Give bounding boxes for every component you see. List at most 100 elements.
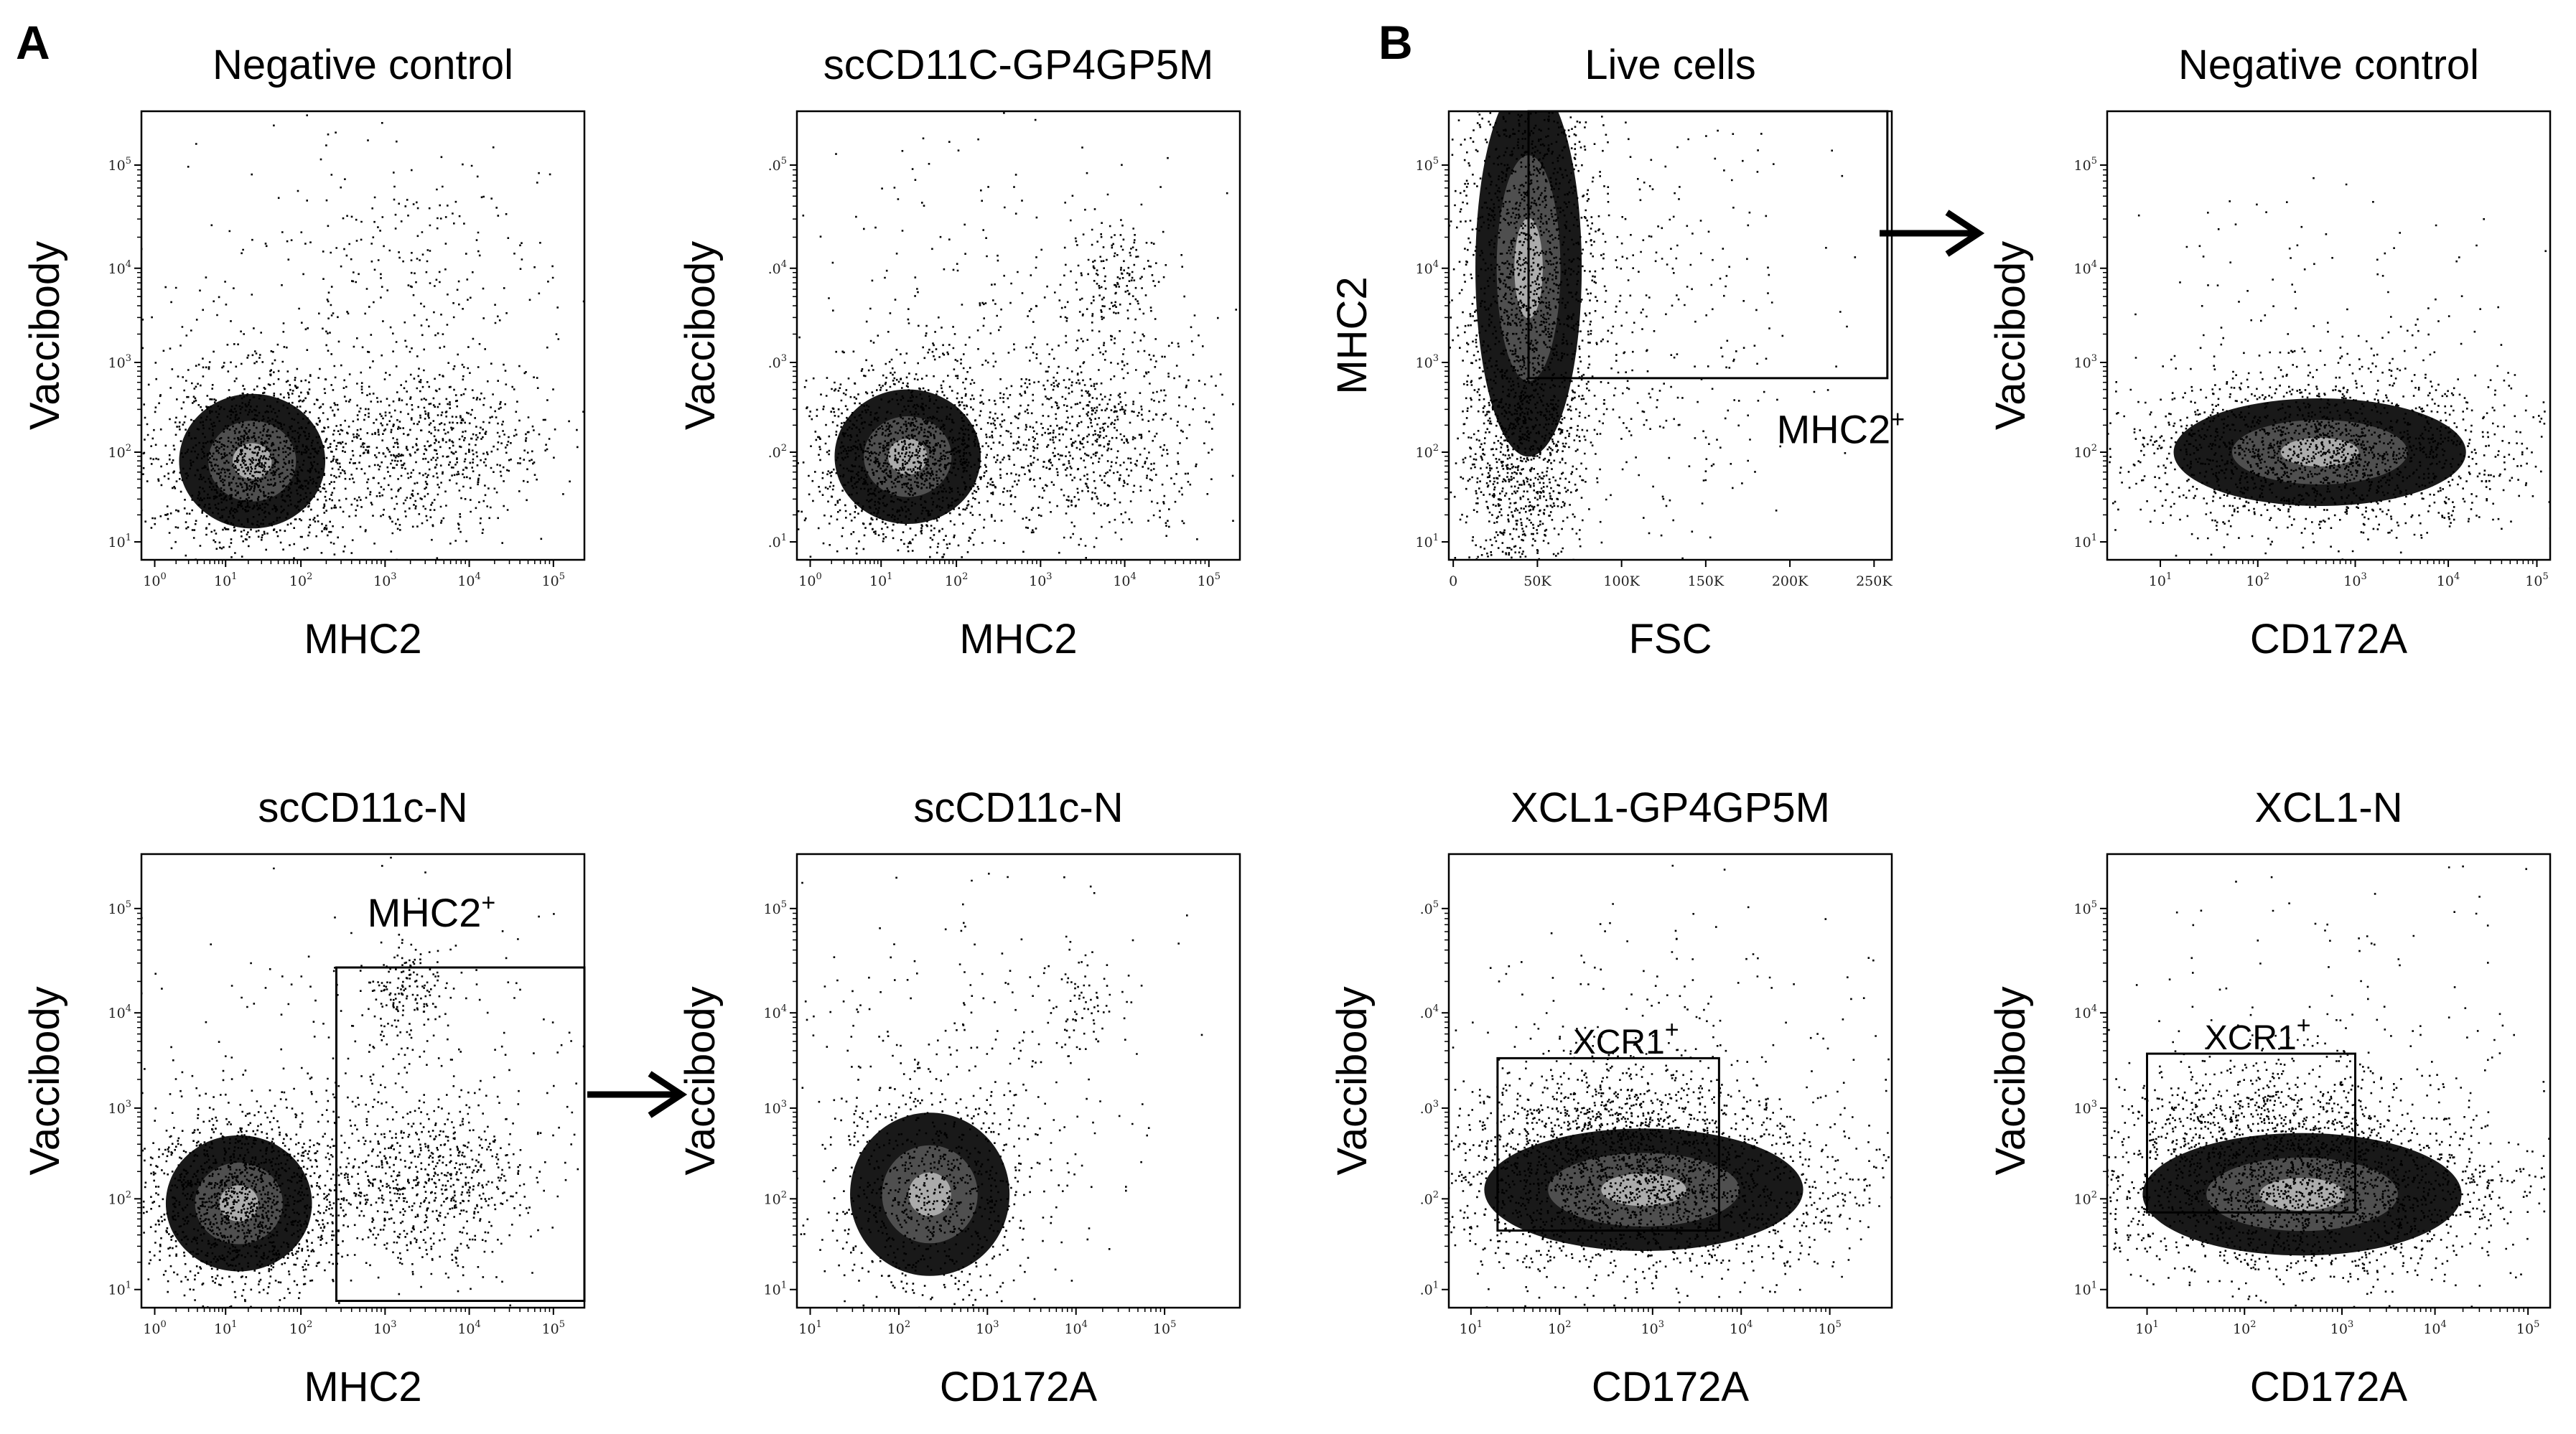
x-tick-label-b3-4: 105	[1818, 1319, 1841, 1337]
tick-exponent: 5	[126, 899, 131, 910]
chart-title-a1: Negative control	[213, 42, 513, 88]
tick-exponent: 1	[2166, 571, 2172, 582]
y-tick-label-a3-3: 104	[108, 1003, 131, 1021]
gate-label-a3: MHC2+	[368, 889, 496, 935]
tick-exponent: 5	[1433, 156, 1439, 167]
population-a2-0	[797, 317, 1119, 558]
tick-exponent: 4	[1433, 1003, 1439, 1014]
tick-exponent: 5	[781, 899, 787, 910]
event-dots	[1047, 941, 1133, 1049]
tick-exponent: 3	[126, 1099, 131, 1110]
x-tick-label-a2-4: 104	[1113, 571, 1136, 589]
y-tick-label-b3-0: .01	[1420, 1280, 1439, 1298]
plot-b1: Live cells FSC MHC2 0 50K 100K 150K 200K 250K 101…	[1329, 42, 1905, 662]
tick-exponent: 2	[781, 1189, 787, 1200]
chart-title-b4: XCL1-N	[2254, 784, 2402, 831]
tick-exponent: 2	[1433, 443, 1439, 454]
tick-exponent: 1	[2152, 1319, 2158, 1330]
tick-exponent: 1	[231, 1319, 237, 1330]
tick-exponent: 3	[1433, 1099, 1439, 1110]
tick-exponent: 3	[126, 353, 131, 364]
tick-exponent: 2	[2091, 1189, 2097, 1200]
population-b3-2	[1452, 864, 1892, 1298]
y-tick-label-a1-3: 104	[108, 259, 131, 277]
population-a3-2	[141, 856, 584, 1294]
event-dots	[1035, 193, 1183, 345]
tick-exponent: 1	[1477, 1319, 1483, 1330]
y-tick-label-b1-3: 104	[1416, 259, 1439, 277]
x-tick-label-b3-3: 104	[1730, 1319, 1753, 1337]
y-tick-label-a4-0: 101	[764, 1280, 787, 1298]
tick-exponent: 5	[2534, 1319, 2539, 1330]
event-dots	[802, 112, 1240, 553]
tick-exponent: 2	[307, 1319, 312, 1330]
event-dots	[2115, 865, 2550, 1308]
tick-exponent: 5	[126, 156, 131, 167]
event-dots	[251, 131, 541, 380]
event-dots	[141, 856, 584, 1294]
x-axis-label-b4: CD172A	[2250, 1364, 2408, 1410]
x-tick-label-b4-2: 103	[2330, 1319, 2353, 1337]
gate-arrow-b1-to-b2	[1880, 210, 1985, 257]
tick-exponent: 4	[2091, 1003, 2097, 1014]
tick-exponent: 1	[126, 533, 131, 543]
tick-exponent: 5	[781, 156, 787, 167]
y-tick-label-a1-1: 102	[108, 443, 131, 461]
event-dots	[1450, 263, 1605, 560]
tick-exponent: 1	[1433, 1280, 1439, 1291]
y-tick-label-b3-2: .03	[1420, 1099, 1439, 1117]
population-b1-2	[1449, 116, 1857, 560]
tick-exponent: 1	[781, 1280, 787, 1291]
tick-exponent: 4	[2454, 571, 2460, 582]
x-tick-label-a4-3: 104	[1064, 1319, 1087, 1337]
x-tick-label-a1-2: 102	[289, 571, 312, 589]
tick-exponent: 5	[1215, 571, 1221, 582]
tick-exponent: 5	[1170, 1319, 1176, 1330]
y-tick-label-a3-2: 103	[108, 1099, 131, 1117]
gate-label-sup: +	[1665, 1016, 1679, 1044]
population-b2-0	[2107, 330, 2550, 557]
x-tick-label-b3-2: 103	[1641, 1319, 1664, 1337]
tick-exponent: 2	[2250, 1319, 2256, 1330]
population-a4-1	[797, 873, 1203, 1291]
population-a4-0	[797, 1024, 1101, 1308]
tick-exponent: 3	[1433, 353, 1439, 364]
gate-label-sup: +	[1890, 406, 1905, 434]
tick-exponent: 2	[1433, 1189, 1439, 1200]
gate-label-b4: XCR1+	[2205, 1012, 2311, 1057]
event-dots	[1449, 1051, 1890, 1308]
y-tick-label-a1-4: 105	[108, 156, 131, 174]
x-tick-label-a3-3: 103	[373, 1319, 396, 1337]
event-cloud-a4	[797, 873, 1203, 1308]
y-tick-label-b4-3: 104	[2074, 1003, 2097, 1021]
tick-exponent: 1	[1433, 533, 1439, 543]
tick-exponent: 4	[126, 1003, 131, 1014]
tick-exponent: 4	[781, 1003, 787, 1014]
y-tick-label-a4-1: 102	[764, 1189, 787, 1207]
x-tick-label-a1-4: 104	[457, 571, 480, 589]
event-cloud-b4	[2107, 865, 2550, 1308]
plot-a4: scCD11c-N CD172A Vaccibody 101 102 103 104 105 1…	[677, 784, 1241, 1410]
tick-exponent: 0	[160, 571, 166, 582]
gate-rect-b1	[1527, 110, 1889, 380]
chart-title-b1: Live cells	[1585, 42, 1756, 88]
tick-exponent: 0	[160, 1319, 166, 1330]
population-a1-1	[230, 312, 584, 560]
chart-title-b3: XCL1-GP4GP5M	[1511, 784, 1830, 831]
tick-exponent: 1	[781, 533, 787, 543]
event-dots	[1449, 116, 1857, 560]
gate-label-sup: +	[2297, 1012, 2311, 1039]
y-tick-label-b2-0: 101	[2074, 533, 2097, 550]
y-tick-label-a1-2: 103	[108, 353, 131, 371]
y-tick-label-b1-0: 101	[1416, 533, 1439, 550]
x-tick-label-b4-3: 104	[2423, 1319, 2446, 1337]
panel-letter-b: B	[1378, 16, 1413, 69]
event-cloud-a1	[141, 114, 584, 560]
chart-title-a3: scCD11c-N	[258, 784, 467, 831]
plot-b2: Negative control CD172A Vaccibody 101 102 103…	[1987, 42, 2552, 662]
event-dots	[141, 114, 584, 559]
tick-exponent: 2	[126, 443, 131, 454]
